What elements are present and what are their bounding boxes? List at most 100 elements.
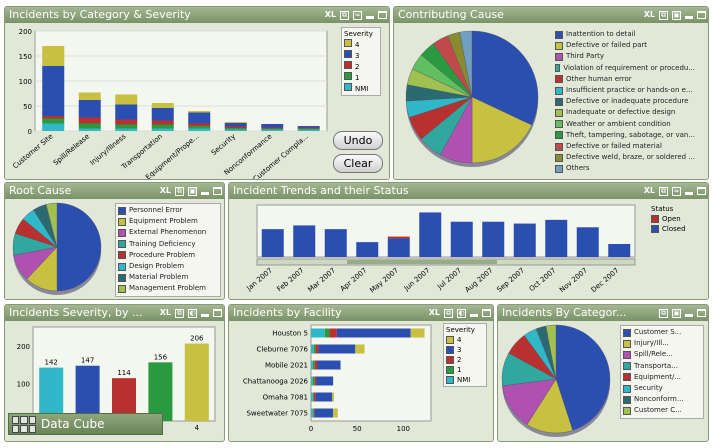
- copy-icon[interactable]: ⧉: [659, 10, 668, 20]
- legend-item[interactable]: Equipment/...: [623, 372, 701, 383]
- root-cause-legend[interactable]: Personnel Error Equipment Problem External…: [115, 203, 221, 297]
- minimize-button[interactable]: [201, 314, 209, 317]
- incidents-facility-chart[interactable]: Houston 5 Cleburne 7076 Mobile 2021 Chattan…: [229, 321, 444, 441]
- legend-item[interactable]: Customer C...: [623, 405, 701, 416]
- incidents-severity-chart[interactable]: 0100200142NMI1471114215632064: [5, 321, 220, 441]
- legend-item: 3: [457, 346, 462, 354]
- copy-icon[interactable]: ⧉: [659, 186, 668, 196]
- legend-item: 1: [355, 74, 360, 82]
- bar-segment: [224, 122, 247, 123]
- chart-type-icon[interactable]: ◐: [457, 308, 466, 318]
- legend-item[interactable]: Design Problem: [118, 261, 218, 272]
- copy-icon[interactable]: ⧉: [659, 308, 668, 318]
- incident-trends-chart[interactable]: Jan 2007 Feb 2007 Mar 2007 Apr 2007 May 2007…: [229, 199, 644, 299]
- legend-item[interactable]: Insufficient practice or hands-on e...: [555, 85, 695, 96]
- chart-type-icon[interactable]: ≈: [672, 186, 681, 196]
- bar-segment: [151, 103, 174, 108]
- chart-type-icon[interactable]: ≈: [353, 10, 362, 20]
- incidents-category-pie-panel: Incidents By Categor... ⧉ ▣ Customer S...…: [497, 304, 709, 442]
- legend-label: Defective or inadequate procedure: [566, 97, 689, 106]
- excel-export-button[interactable]: XL: [159, 186, 171, 195]
- legend-label: Equipment/...: [634, 372, 682, 381]
- maximize-button[interactable]: [482, 309, 491, 317]
- excel-export-button[interactable]: XL: [428, 308, 440, 317]
- chart-type-icon[interactable]: ▣: [672, 308, 681, 318]
- data-cube-button[interactable]: Data Cube: [8, 413, 163, 435]
- panel-header[interactable]: Incidents By Categor... ⧉ ▣: [498, 305, 708, 321]
- legend-item[interactable]: Management Problem: [118, 283, 218, 294]
- minimize-button[interactable]: [201, 192, 209, 195]
- panel-header[interactable]: Incidents Severity, by ... XL ⧉ ◐: [5, 305, 224, 321]
- panel-header[interactable]: Incidents by Category & Severity XL ⧉ ≈: [5, 7, 389, 23]
- excel-export-button[interactable]: XL: [643, 10, 655, 19]
- contributing-cause-legend[interactable]: Inattention to detail Defective or failed…: [555, 29, 695, 175]
- copy-icon[interactable]: ⧉: [340, 10, 349, 20]
- minimize-button[interactable]: [366, 16, 374, 19]
- legend-item: 4: [355, 41, 360, 49]
- legend-item[interactable]: Defective or failed part: [555, 40, 695, 51]
- panel-header[interactable]: Incidents by Facility XL ⧉ ◐: [229, 305, 493, 321]
- incidents-category-legend[interactable]: Customer S... Injury/Ill... Spill/Rele... T…: [620, 325, 704, 419]
- legend-item[interactable]: Injury/Ill...: [623, 338, 701, 349]
- copy-icon[interactable]: ⧉: [175, 186, 184, 196]
- maximize-button[interactable]: [213, 187, 222, 195]
- x-tick-label: 100: [397, 425, 410, 433]
- legend-item[interactable]: Inadequate or defective design: [555, 107, 695, 118]
- severity-legend[interactable]: Severity 4 3 2 1 NMI: [341, 27, 381, 96]
- legend-item[interactable]: Security: [623, 383, 701, 394]
- excel-export-button[interactable]: XL: [159, 308, 171, 317]
- legend-item[interactable]: Weather or ambient condition: [555, 119, 695, 130]
- bar-segment: [324, 328, 330, 338]
- category-severity-chart[interactable]: 0 50 100 150 200 Customer SiteSpill/ReleaseIn…: [5, 23, 335, 179]
- maximize-button[interactable]: [213, 309, 222, 317]
- legend-item[interactable]: Theft, tampering, sabotage, or van...: [555, 130, 695, 141]
- x-tick-label: Aug 2007: [464, 266, 495, 294]
- legend-item[interactable]: Personnel Error: [118, 205, 218, 216]
- legend-item[interactable]: Transporta...: [623, 361, 701, 372]
- clear-button[interactable]: Clear: [333, 154, 383, 173]
- legend-item[interactable]: External Phenomenon: [118, 227, 218, 238]
- legend-item[interactable]: Spill/Rele...: [623, 349, 701, 360]
- legend-swatch: [623, 351, 631, 359]
- legend-item[interactable]: Equipment Problem: [118, 216, 218, 227]
- severity-legend[interactable]: Severity 4 3 2 1 NMI: [443, 323, 487, 387]
- legend-swatch: [555, 64, 561, 73]
- excel-export-button[interactable]: XL: [643, 186, 655, 195]
- maximize-button[interactable]: [378, 11, 387, 19]
- legend-item[interactable]: Others: [555, 163, 695, 174]
- legend-item[interactable]: Third Party: [555, 51, 695, 62]
- minimize-button[interactable]: [685, 192, 693, 195]
- copy-icon[interactable]: ⧉: [175, 308, 184, 318]
- legend-item[interactable]: Violation of requirement or procedu...: [555, 63, 695, 74]
- legend-item[interactable]: Inattention to detail: [555, 29, 695, 40]
- copy-icon[interactable]: ⧉: [444, 308, 453, 318]
- legend-item[interactable]: Customer S...: [623, 327, 701, 338]
- panel-header[interactable]: Root Cause XL ⧉ ▣: [5, 183, 224, 199]
- panel-header[interactable]: Incident Trends and their Status XL ⧉ ≈: [229, 183, 708, 199]
- maximize-button[interactable]: [697, 187, 706, 195]
- chart-type-icon[interactable]: ◐: [188, 308, 197, 318]
- legend-item[interactable]: Procedure Problem: [118, 250, 218, 261]
- legend-item[interactable]: Defective weld, braze, or soldered ...: [555, 152, 695, 163]
- legend-item[interactable]: Defective or failed material: [555, 141, 695, 152]
- pie-slice: [471, 96, 532, 164]
- chart-type-icon[interactable]: ▣: [188, 186, 197, 196]
- minimize-button[interactable]: [470, 314, 478, 317]
- panel-header[interactable]: Contributing Cause XL ⧉ ▣: [394, 7, 708, 23]
- legend-item[interactable]: Defective or inadequate procedure: [555, 96, 695, 107]
- maximize-button[interactable]: [697, 11, 706, 19]
- legend-item[interactable]: Material Problem: [118, 272, 218, 283]
- legend-item[interactable]: Other human error: [555, 74, 695, 85]
- minimize-button[interactable]: [685, 314, 693, 317]
- maximize-button[interactable]: [697, 309, 706, 317]
- incidents-category-pie[interactable]: [498, 321, 618, 441]
- root-cause-pie[interactable]: [5, 199, 110, 299]
- minimize-button[interactable]: [685, 16, 693, 19]
- legend-item[interactable]: Nonconform...: [623, 394, 701, 405]
- chart-type-icon[interactable]: ▣: [672, 10, 681, 20]
- legend-item[interactable]: Training Deficiency: [118, 239, 218, 250]
- excel-export-button[interactable]: XL: [324, 10, 336, 19]
- undo-button[interactable]: Undo: [333, 131, 383, 150]
- status-legend[interactable]: Status Open Closed: [649, 203, 699, 235]
- contributing-cause-pie[interactable]: [394, 23, 554, 179]
